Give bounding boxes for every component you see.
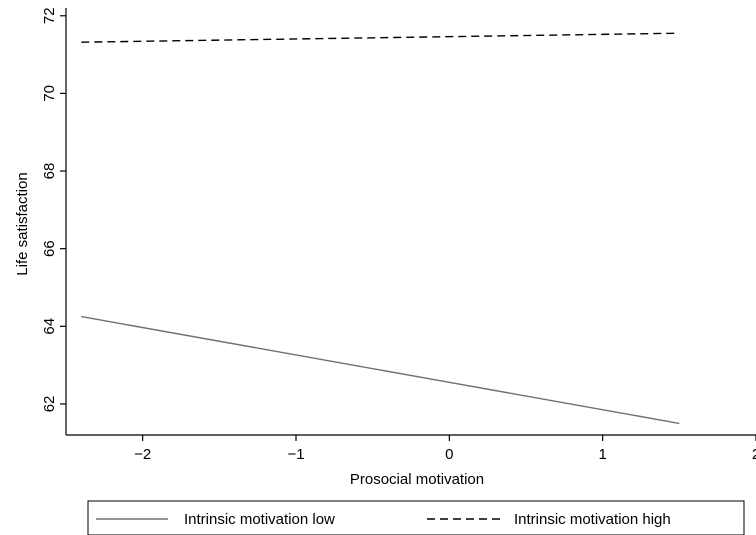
series-line-low <box>81 315 680 425</box>
y-tick-label: 64 <box>41 318 58 335</box>
y-tick-label: 66 <box>41 240 58 257</box>
x-tick-label: 1 <box>598 446 606 463</box>
y-tick-label: 62 <box>41 396 58 413</box>
y-tick-label: 68 <box>41 163 58 180</box>
y-tick-label: 70 <box>41 85 58 102</box>
y-axis-title: Life satisfaction <box>14 172 31 275</box>
legend: Intrinsic motivation low Intrinsic motiva… <box>87 500 745 535</box>
y-tick-label: 72 <box>41 7 58 24</box>
plot-frame <box>65 8 756 436</box>
x-axis: −2 −1 0 1 2 <box>134 435 756 463</box>
series-layer <box>81 32 680 425</box>
x-axis-title: Prosocial motivation <box>350 471 484 488</box>
x-tick-label: 2 <box>752 446 756 463</box>
legend-label-low: Intrinsic motivation low <box>184 511 335 528</box>
series-line-high <box>81 32 680 43</box>
x-tick-label: −2 <box>134 446 151 463</box>
legend-label-high: Intrinsic motivation high <box>514 511 671 528</box>
x-tick-label: 0 <box>445 446 453 463</box>
y-axis: 62 64 66 68 70 72 <box>41 7 66 412</box>
legend-box <box>87 500 745 535</box>
x-tick-label: −1 <box>287 446 304 463</box>
